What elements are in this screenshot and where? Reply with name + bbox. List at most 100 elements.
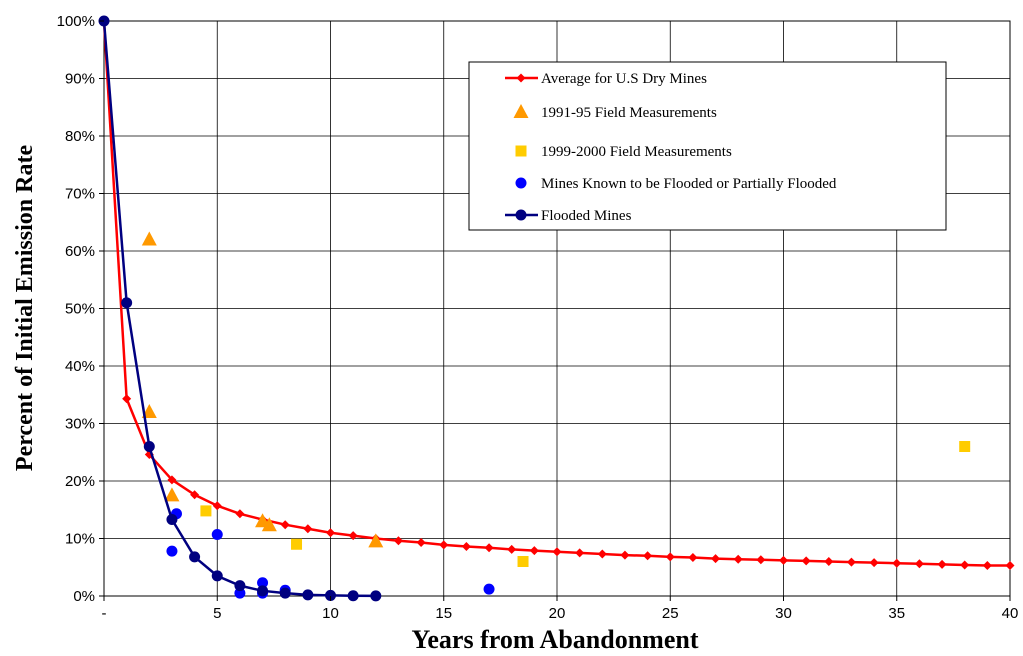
x-tick-label: 15 — [435, 605, 452, 622]
data-point — [665, 552, 675, 562]
data-point — [280, 520, 290, 530]
legend-label: Flooded Mines — [541, 208, 632, 224]
series-1999-2000-field-measurements — [200, 441, 971, 567]
data-point — [370, 590, 382, 602]
data-point — [167, 475, 177, 485]
legend-marker — [515, 177, 527, 189]
data-point — [733, 554, 743, 564]
data-point — [439, 540, 449, 550]
x-tick-label: 20 — [549, 605, 566, 622]
data-point — [303, 524, 313, 534]
data-point — [189, 551, 201, 563]
y-tick-label: 40% — [65, 358, 95, 375]
data-point — [166, 545, 178, 557]
data-point — [143, 441, 155, 452]
data-point — [211, 528, 223, 540]
data-point — [711, 554, 721, 564]
series-flooded-mines — [98, 15, 382, 602]
y-tick-label: 60% — [65, 243, 95, 260]
data-point — [234, 580, 246, 592]
legend-marker — [515, 209, 527, 221]
data-point — [166, 514, 178, 526]
y-tick-label: 10% — [65, 531, 95, 548]
legend-box — [468, 61, 947, 231]
data-point — [257, 577, 269, 589]
data-point — [846, 557, 856, 567]
legend-entry: Mines Known to be Flooded or Partially F… — [515, 176, 837, 192]
data-point — [325, 589, 336, 601]
legend: Average for U.S Dry Mines 1991-95 Field M… — [468, 61, 947, 231]
data-point — [575, 548, 585, 558]
data-point — [643, 551, 653, 561]
data-point — [200, 505, 212, 517]
data-point — [552, 547, 562, 557]
x-tick-label: 35 — [888, 605, 905, 622]
data-point — [348, 531, 358, 541]
y-tick-label: 30% — [65, 416, 95, 433]
data-point — [529, 546, 539, 556]
y-tick-label: 80% — [65, 128, 95, 145]
y-tick-label: 0% — [73, 588, 95, 605]
legend-entry: Average for U.S Dry Mines — [505, 71, 707, 87]
legend-marker — [515, 145, 527, 157]
data-point — [211, 570, 223, 582]
data-point — [892, 558, 902, 568]
data-point — [141, 231, 157, 246]
data-point — [393, 536, 403, 546]
x-tick-label: 10 — [322, 605, 339, 622]
y-tick-label: 100% — [57, 13, 95, 30]
data-point — [507, 544, 517, 554]
data-point — [959, 441, 971, 452]
data-point — [801, 556, 811, 566]
data-point — [141, 404, 157, 418]
data-point — [164, 487, 180, 502]
data-point — [517, 556, 529, 567]
data-point — [416, 538, 426, 548]
legend-marker — [516, 73, 526, 83]
y-tick-label: 90% — [65, 71, 95, 88]
grid — [103, 20, 1011, 597]
y-tick-label: 20% — [65, 473, 95, 490]
data-point — [368, 533, 384, 548]
data-point — [347, 590, 359, 602]
data-point — [121, 297, 133, 309]
y-tick-label: 70% — [65, 186, 95, 203]
legend-label: 1999-2000 Field Measurements — [541, 144, 732, 160]
data-point — [279, 587, 291, 599]
data-point — [756, 555, 766, 565]
data-point — [483, 583, 495, 595]
data-point — [235, 509, 245, 519]
legend-label: 1991-95 Field Measurements — [541, 105, 717, 121]
x-tick-label: - — [102, 605, 107, 622]
ticks: - 5 10 15 20 25 30 35 40 0% 10% 20% 30% 40% 50% 60% 70% 8… — [57, 13, 1019, 622]
data-point — [869, 558, 879, 568]
data-point — [484, 543, 494, 553]
legend-entry: 1991-95 Field Measurements — [513, 104, 717, 121]
data-point — [824, 557, 834, 566]
x-axis-title: Years from Abandonment — [412, 625, 699, 654]
y-axis-title: Percent of Initial Emission Rate — [12, 145, 38, 472]
x-tick-label: 5 — [213, 605, 221, 622]
series-layer — [98, 15, 1015, 602]
data-point — [688, 552, 698, 562]
data-point — [257, 585, 269, 597]
data-point — [302, 589, 314, 601]
data-point — [620, 550, 630, 560]
data-point — [190, 490, 200, 500]
data-point — [960, 560, 970, 570]
data-point — [212, 501, 222, 511]
data-point — [779, 555, 788, 565]
data-point — [461, 542, 471, 552]
data-point — [326, 528, 335, 538]
x-tick-label: 30 — [775, 605, 792, 622]
legend-entry: 1999-2000 Field Measurements — [515, 144, 732, 160]
legend-label: Average for U.S Dry Mines — [541, 71, 707, 87]
data-point — [122, 394, 132, 404]
series-1991-95-field-measurements — [141, 231, 384, 548]
data-point — [597, 549, 607, 559]
data-point — [1005, 561, 1015, 571]
legend-label: Mines Known to be Flooded or Partially F… — [541, 176, 837, 192]
data-point — [937, 559, 947, 569]
x-tick-label: 25 — [662, 605, 679, 622]
data-point — [291, 538, 303, 550]
